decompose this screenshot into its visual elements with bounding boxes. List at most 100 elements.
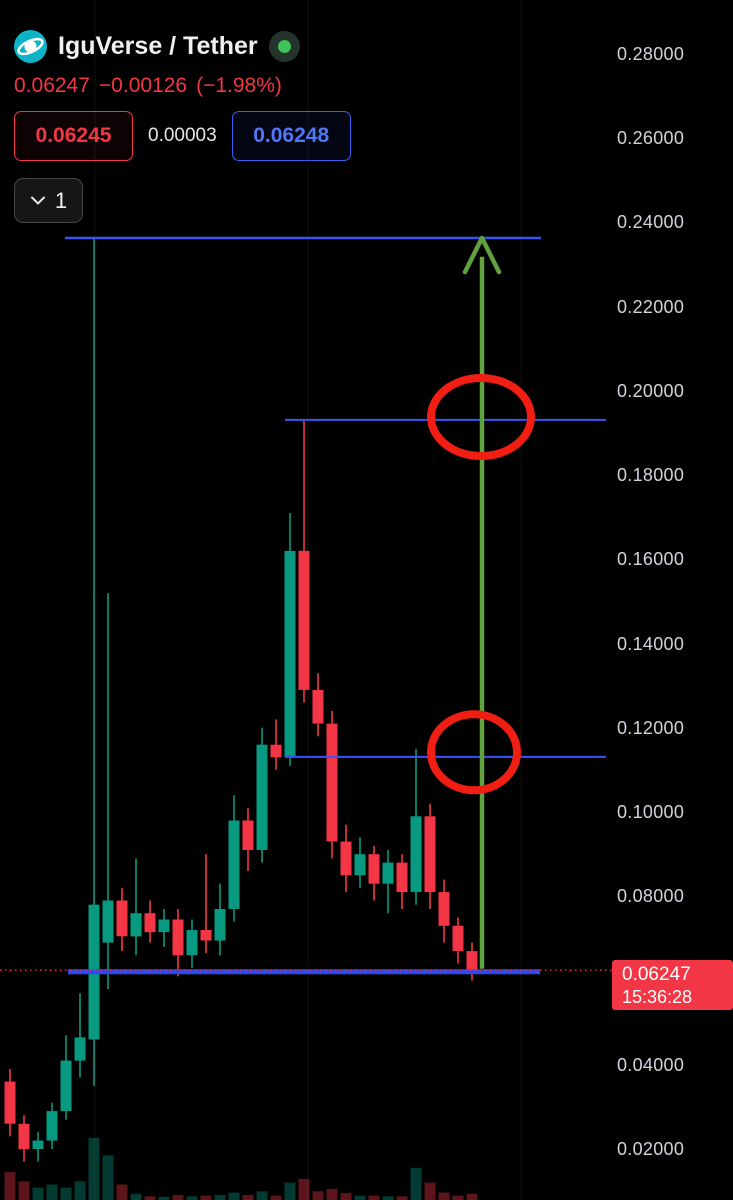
volume-bar [102, 1155, 114, 1200]
candle-body [214, 909, 226, 941]
volume-bar [4, 1172, 16, 1200]
candle-body [284, 550, 296, 758]
candle-body [102, 900, 114, 943]
volume-bar [32, 1187, 44, 1200]
chevron-down-icon [30, 196, 45, 205]
status-dot-core [277, 40, 291, 53]
candle-body [354, 854, 366, 876]
price-axis-label: 0.14000 [617, 634, 685, 654]
candle-body [200, 930, 212, 941]
symbol-row: IguVerse / Tether [14, 30, 351, 63]
candle-body [424, 816, 436, 893]
candle-body [4, 1081, 16, 1124]
last-price-tag-price: 0.06247 [622, 963, 691, 985]
volume-bar [256, 1191, 268, 1200]
candle-body [340, 841, 352, 876]
candle-body [242, 820, 254, 850]
volume-bar [452, 1195, 464, 1200]
volume-bar [368, 1195, 380, 1200]
price-axis-label: 0.18000 [617, 465, 685, 485]
price-change-text: −0.00126 [98, 74, 188, 97]
volume-bar [18, 1181, 30, 1200]
symbol-title[interactable]: IguVerse / Tether [58, 32, 258, 60]
price-axis-label: 0.20000 [617, 381, 685, 401]
timeframe-label: 1 [54, 187, 68, 213]
volume-bar [60, 1187, 72, 1200]
volume-bar [158, 1196, 170, 1200]
volume-bar [466, 1193, 478, 1200]
price-change-pct-text: (−1.98%) [196, 74, 282, 97]
price-axis-label: 0.08000 [617, 886, 685, 906]
price-axis-label: 0.02000 [617, 1139, 685, 1159]
price-axis-label: 0.16000 [617, 549, 685, 569]
volume-bar [144, 1196, 156, 1200]
price-axis-label: 0.28000 [617, 44, 685, 64]
price-axis-label: 0.12000 [617, 718, 685, 738]
candle-body [410, 816, 422, 893]
last-price-text: 0.06247 [14, 74, 90, 97]
candle-body [228, 820, 240, 909]
red-circle-annotation[interactable] [427, 710, 521, 795]
bid-ask-row: 0.06245 0.00003 0.06248 [14, 111, 351, 161]
price-axis-label: 0.26000 [617, 128, 685, 148]
volume-bar [74, 1181, 86, 1200]
chart-header: IguVerse / Tether 0.06247 −0.00126 (−1.9… [14, 30, 351, 223]
up-arrow-head [462, 235, 502, 275]
symbol-logo-icon [14, 30, 47, 63]
red-circle-annotation[interactable] [427, 374, 535, 460]
candle-body [158, 919, 170, 933]
volume-bar [214, 1195, 226, 1200]
candle-body [298, 550, 310, 690]
volume-bar [242, 1195, 254, 1200]
candle-body [186, 930, 198, 956]
volume-bar [130, 1193, 142, 1200]
volume-bar [382, 1196, 394, 1200]
candle-body [466, 951, 478, 971]
spread-value: 0.00003 [148, 125, 217, 146]
volume-bar [312, 1191, 324, 1200]
candle-body [312, 689, 324, 724]
volume-bar [46, 1184, 58, 1200]
volume-bar [438, 1192, 450, 1200]
price-axis-label: 0.04000 [617, 1055, 685, 1075]
volume-bar [326, 1188, 338, 1200]
candle-body [74, 1037, 86, 1061]
candle-body [256, 744, 268, 850]
candle-body [368, 854, 380, 884]
candle-body [60, 1060, 72, 1112]
volume-bar [396, 1196, 408, 1200]
volume-bar [186, 1196, 198, 1200]
volume-bar [340, 1193, 352, 1200]
volume-bar [410, 1167, 422, 1200]
price-axis[interactable]: 0.28000 0.26000 0.24000 0.22000 0.20000 0.180… [610, 0, 733, 1200]
last-price-tag: 0.06247 15:36:28 [612, 960, 733, 1010]
candle-body [172, 919, 184, 956]
volume-bar [298, 1178, 310, 1200]
volume-bar [88, 1138, 100, 1200]
volume-bar [172, 1195, 184, 1200]
volume-bar [354, 1195, 366, 1200]
market-status-icon [268, 31, 300, 62]
candle-body [130, 913, 142, 937]
candle-body [382, 862, 394, 884]
candle-body [18, 1123, 30, 1150]
candle-body [46, 1111, 58, 1141]
price-axis-label: 0.24000 [617, 212, 685, 232]
candle-body [116, 900, 128, 937]
bid-price-button[interactable]: 0.06245 [14, 111, 133, 161]
volume-bar [424, 1182, 436, 1200]
price-change-row: 0.06247 −0.00126 (−1.98%) [14, 74, 351, 98]
volume-bar [200, 1195, 212, 1200]
volume-bar [284, 1182, 296, 1200]
candle-body [270, 744, 282, 758]
ask-price-button[interactable]: 0.06248 [231, 111, 351, 161]
volume-bar [116, 1184, 128, 1200]
candle-body [144, 913, 156, 933]
price-axis-label: 0.10000 [617, 802, 685, 822]
candle-body [32, 1140, 44, 1149]
last-price-tag-time: 15:36:28 [622, 986, 693, 1007]
timeframe-selector[interactable]: 1 [14, 178, 83, 223]
candle-body [438, 892, 450, 926]
